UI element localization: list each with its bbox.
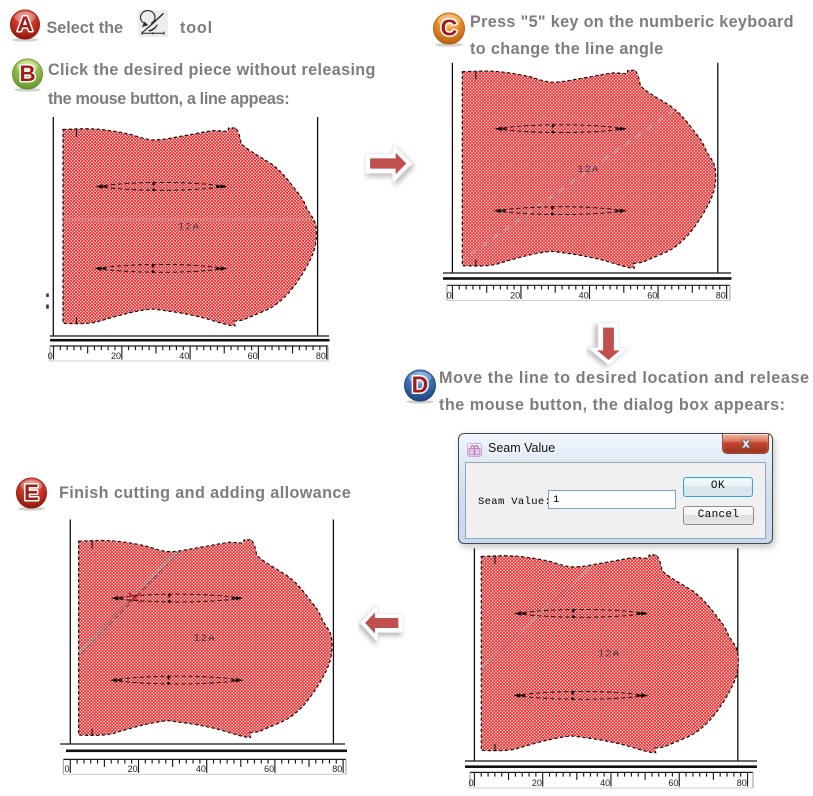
svg-text:C: C xyxy=(441,15,458,41)
svg-text:60: 60 xyxy=(647,290,657,300)
svg-text:40: 40 xyxy=(196,764,206,774)
svg-text:0: 0 xyxy=(469,778,474,788)
svg-text:D: D xyxy=(412,372,429,398)
svg-text:40: 40 xyxy=(179,351,189,361)
svg-text:80: 80 xyxy=(332,764,342,774)
svg-text:60: 60 xyxy=(668,778,678,788)
svg-text:0: 0 xyxy=(447,290,452,300)
svg-text:20: 20 xyxy=(111,351,121,361)
svg-text:40: 40 xyxy=(600,778,610,788)
svg-text:20: 20 xyxy=(532,778,542,788)
svg-text:12A: 12A xyxy=(598,649,620,661)
svg-text:60: 60 xyxy=(248,351,258,361)
svg-text:80: 80 xyxy=(737,778,747,788)
svg-text:A: A xyxy=(17,11,33,36)
svg-text:x: x xyxy=(742,436,750,451)
svg-text:12A: 12A xyxy=(178,222,200,234)
svg-text:E: E xyxy=(24,480,39,505)
svg-text:12A: 12A xyxy=(194,633,216,645)
svg-text:0: 0 xyxy=(64,764,69,774)
svg-text:20: 20 xyxy=(128,764,138,774)
svg-text:80: 80 xyxy=(716,290,726,300)
svg-text:0: 0 xyxy=(48,351,53,361)
svg-text:80: 80 xyxy=(316,351,326,361)
svg-text:20: 20 xyxy=(510,290,520,300)
svg-text:12A: 12A xyxy=(577,164,599,176)
svg-text:B: B xyxy=(19,61,35,86)
svg-text:40: 40 xyxy=(579,290,589,300)
svg-text:60: 60 xyxy=(264,764,274,774)
